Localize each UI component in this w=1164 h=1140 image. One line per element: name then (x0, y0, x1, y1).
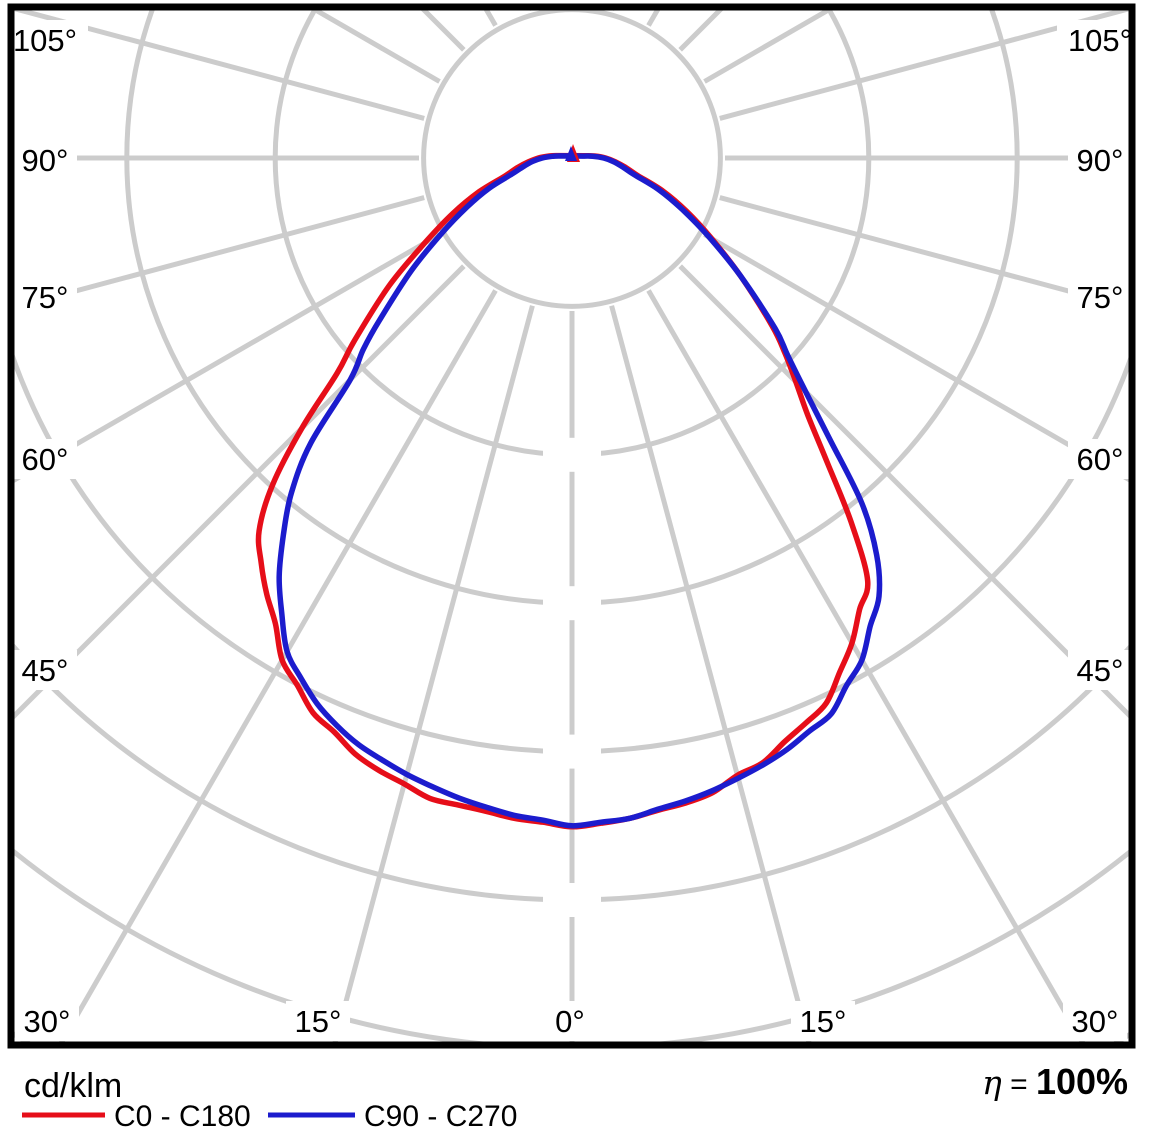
curve-c0-c180 (255, 152, 871, 830)
angle-label-gap (1068, 277, 1129, 317)
angle-labels: 105° 90° 75° 60° 45° 105° 90° 75° 60° 45° 30° 15° 0°… (13, 23, 1132, 1039)
angle-label-gap (14, 140, 77, 180)
angle-label-gap (538, 1001, 602, 1041)
angle-label: 45° (1077, 653, 1124, 688)
polar-ray (14, 264, 466, 720)
polar-ring (421, 10, 723, 309)
ring-label-gap (543, 437, 601, 472)
polar-ray (719, 10, 1129, 121)
eta-percent: 100% (1036, 1061, 1128, 1102)
eta-symbol: η (982, 1063, 1002, 1102)
unit-label: cd/klm (24, 1067, 122, 1105)
legend-label-c90-c270: C90 - C270 (364, 1100, 517, 1133)
legend-label-c0-c180: C0 - C180 (114, 1100, 251, 1133)
ring-label-gap (543, 883, 601, 917)
polar-ray (59, 289, 498, 1042)
angle-label-gap (791, 1001, 855, 1041)
angle-label: 45° (22, 653, 69, 688)
angle-label-gap (14, 20, 88, 60)
angle-label-gap (1063, 1001, 1127, 1041)
polar-ray (14, 10, 425, 121)
ring-label-gap (543, 586, 601, 621)
angle-label: 60° (1077, 442, 1124, 477)
angle-label: 15° (800, 1004, 847, 1039)
angle-label-gap (1068, 140, 1129, 180)
polar-ray (646, 289, 1085, 1042)
angle-label: 75° (1077, 280, 1124, 315)
angle-label-gap (1068, 650, 1129, 690)
angle-label-gap (1068, 439, 1129, 479)
angle-label-gap (15, 1001, 79, 1041)
legend: cd/klm C0 - C180 C90 - C270 (22, 1067, 517, 1133)
angle-label: 75° (22, 280, 69, 315)
angle-label-gap (14, 650, 77, 690)
efficiency-value: η = 100% (982, 1061, 1128, 1102)
polar-ray (14, 195, 425, 310)
angle-label-gap (1057, 20, 1129, 60)
ring-label-gap (543, 734, 601, 769)
polar-ray (609, 305, 812, 1042)
angle-label: 90° (1077, 143, 1124, 178)
angle-label: 30° (1072, 1004, 1119, 1039)
angle-label: 30° (24, 1004, 71, 1039)
angle-label-gap (14, 439, 77, 479)
angle-label: 105° (1068, 23, 1132, 58)
intensity-curves (255, 144, 883, 830)
polar-ray (719, 195, 1129, 310)
angle-label: 90° (22, 143, 69, 178)
angle-label: 60° (22, 442, 69, 477)
eta-equals: = (1002, 1068, 1036, 1101)
angle-label-gap (14, 277, 77, 317)
chart-frame (7, 3, 1136, 1049)
angle-label: 105° (13, 23, 77, 58)
angle-label: 0° (555, 1004, 585, 1039)
angle-label: 15° (295, 1004, 342, 1039)
zenith-spike-c90 (565, 146, 577, 161)
polar-ring (14, 353, 1129, 754)
curve-c90-c270 (276, 153, 883, 829)
angle-label-gap (286, 1001, 350, 1041)
polar-ray (332, 305, 535, 1042)
